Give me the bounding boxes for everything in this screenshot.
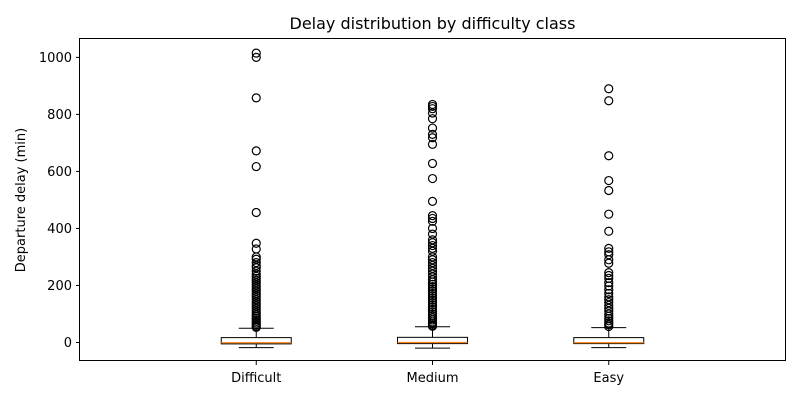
outlier-point bbox=[427, 129, 438, 139]
box-iqr bbox=[397, 336, 468, 345]
box-group-difficult bbox=[220, 48, 292, 349]
outlier-point bbox=[251, 48, 261, 58]
outlier-point bbox=[427, 104, 438, 114]
outlier-point bbox=[427, 133, 438, 143]
outlier-point bbox=[427, 275, 438, 285]
outlier-point bbox=[604, 185, 614, 196]
plot-area bbox=[220, 48, 645, 349]
outlier-point bbox=[251, 146, 261, 156]
outlier-point bbox=[604, 209, 614, 219]
outlier-point bbox=[427, 240, 438, 251]
outlier-point bbox=[427, 302, 438, 312]
y-axis: 0 200 400 600 800 1000 bbox=[39, 51, 80, 351]
outlier-point bbox=[604, 270, 614, 281]
outlier-point bbox=[604, 175, 614, 186]
y-tick-label: 600 bbox=[47, 165, 72, 180]
outlier-point bbox=[251, 322, 261, 332]
outlier-point bbox=[427, 101, 438, 112]
box-iqr bbox=[573, 337, 645, 345]
y-tick-label: 0 bbox=[64, 336, 72, 351]
chart-title: Delay distribution by difficulty class bbox=[290, 14, 576, 33]
outlier-point bbox=[251, 161, 261, 172]
outlier-point bbox=[427, 158, 438, 169]
outlier-point bbox=[427, 321, 438, 331]
outlier-point bbox=[251, 266, 261, 276]
outlier-point bbox=[427, 213, 438, 224]
outlier-point bbox=[251, 244, 261, 254]
box-group-easy bbox=[573, 84, 645, 349]
outlier-point bbox=[604, 243, 614, 253]
outlier-point bbox=[427, 291, 438, 301]
outlier-point bbox=[604, 226, 614, 236]
outlier-point bbox=[604, 258, 614, 268]
outlier-point bbox=[427, 277, 438, 287]
outlier-point bbox=[427, 281, 438, 292]
outlier-point bbox=[251, 238, 261, 248]
x-tick-label: Medium bbox=[407, 371, 459, 386]
x-tick-label: Difficult bbox=[231, 371, 281, 386]
outlier-point bbox=[427, 108, 438, 118]
box-iqr bbox=[220, 337, 292, 345]
outlier-point bbox=[427, 297, 438, 308]
box-group-medium bbox=[397, 99, 468, 349]
outlier-point bbox=[427, 139, 438, 149]
x-axis: Difficult Medium Easy bbox=[231, 361, 624, 386]
outlier-point bbox=[427, 279, 438, 289]
y-tick-label: 200 bbox=[47, 279, 72, 294]
outlier-point bbox=[604, 255, 614, 265]
y-tick-label: 800 bbox=[47, 108, 72, 123]
outlier-point bbox=[427, 123, 438, 133]
outlier-point bbox=[251, 207, 261, 218]
outlier-point bbox=[427, 211, 438, 221]
outlier-point bbox=[427, 288, 438, 299]
y-axis-label: Departure delay (min) bbox=[14, 128, 29, 272]
axes-frame bbox=[79, 38, 786, 361]
outlier-point bbox=[427, 300, 438, 310]
outlier-point bbox=[604, 288, 614, 299]
outlier-point bbox=[251, 52, 261, 62]
outlier-point bbox=[427, 223, 438, 234]
outlier-point bbox=[604, 84, 614, 94]
y-tick-label: 400 bbox=[47, 222, 72, 237]
outlier-point bbox=[604, 285, 614, 295]
outlier-point bbox=[427, 114, 438, 124]
outlier-point bbox=[427, 216, 438, 226]
outlier-point bbox=[427, 293, 438, 303]
y-tick-label: 1000 bbox=[39, 51, 72, 66]
outlier-point bbox=[604, 151, 614, 161]
outlier-point bbox=[604, 278, 614, 288]
outlier-point bbox=[427, 196, 438, 206]
outlier-point bbox=[604, 96, 614, 106]
outlier-point bbox=[427, 284, 438, 294]
outlier-point bbox=[604, 321, 614, 332]
outlier-point bbox=[604, 309, 614, 319]
outlier-point bbox=[427, 295, 438, 305]
outlier-point bbox=[604, 268, 614, 278]
outlier-point bbox=[251, 93, 261, 103]
x-tick-label: Easy bbox=[593, 371, 624, 386]
outlier-point bbox=[604, 316, 614, 326]
outlier-point bbox=[427, 286, 438, 296]
outlier-point bbox=[427, 173, 438, 184]
